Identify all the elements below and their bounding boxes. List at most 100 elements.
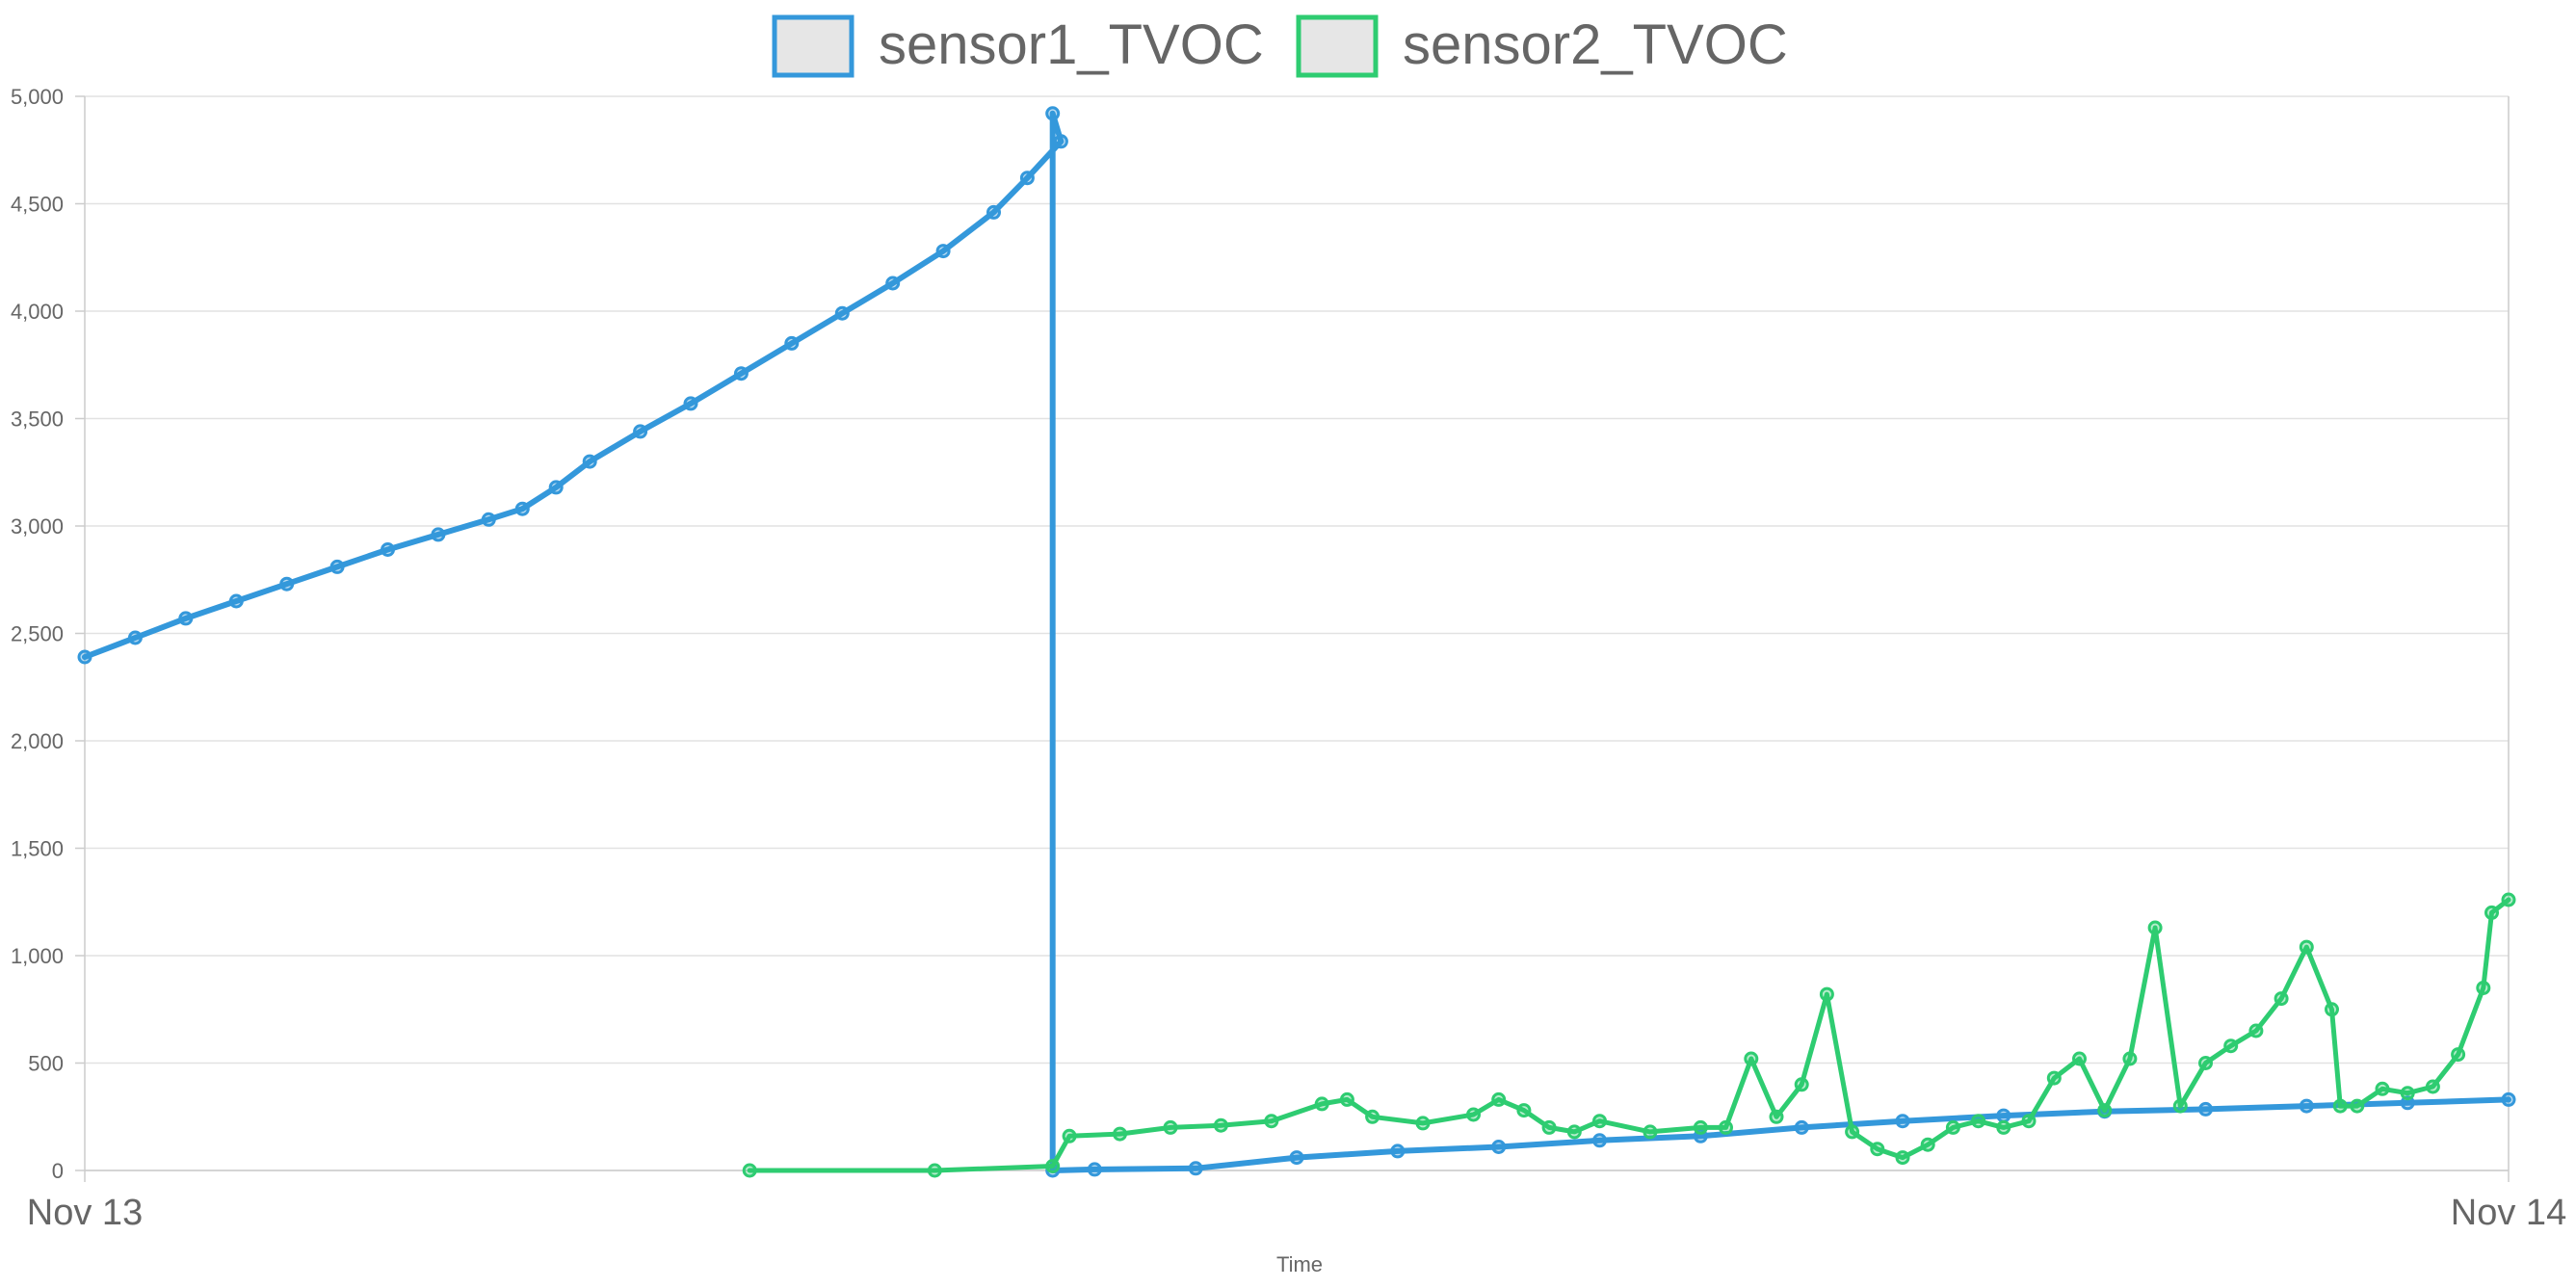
data-point — [381, 542, 395, 557]
data-point — [1541, 1119, 1557, 1135]
y-tick-label: 500 — [28, 1052, 64, 1076]
data-point — [2122, 1051, 2138, 1066]
data-point — [228, 593, 244, 609]
data-point — [683, 396, 698, 411]
data-point — [2299, 1098, 2314, 1114]
data-point — [633, 424, 648, 439]
y-tick-label: 3,500 — [11, 407, 64, 432]
data-point — [1163, 1119, 1178, 1135]
data-point — [2299, 939, 2314, 955]
series-sensor1_TVOC — [77, 106, 2516, 1178]
data-point — [1744, 1051, 1759, 1066]
data-point — [1643, 1124, 1658, 1140]
data-point — [834, 305, 850, 321]
data-point — [1491, 1140, 1507, 1154]
data-point — [1053, 134, 1068, 149]
data-point — [742, 1163, 757, 1178]
series-sensor2_TVOC — [742, 892, 2516, 1178]
data-point — [1693, 1119, 1708, 1135]
data-point — [514, 501, 530, 516]
data-point — [1264, 1114, 1279, 1129]
data-point — [2400, 1086, 2415, 1101]
legend[interactable]: sensor1_TVOC sensor2_TVOC — [772, 13, 1788, 78]
data-point — [1019, 171, 1035, 186]
data-point — [1996, 1119, 2011, 1135]
y-tick-label: 2,000 — [11, 729, 64, 753]
data-point — [1592, 1114, 1607, 1129]
data-point — [2198, 1056, 2213, 1070]
data-point — [329, 559, 345, 574]
data-point — [2484, 905, 2499, 920]
data-point — [1491, 1091, 1507, 1107]
data-point — [2501, 1091, 2516, 1107]
data-point — [77, 649, 92, 665]
data-point — [1045, 1159, 1061, 1173]
data-point — [2147, 920, 2163, 935]
data-point — [1045, 106, 1061, 121]
data-point — [279, 576, 295, 591]
data-point — [1466, 1107, 1481, 1122]
x-axis-title: Time — [1276, 1252, 1323, 1276]
data-point — [1087, 1162, 1102, 1177]
data-point — [2350, 1098, 2365, 1114]
data-point — [1213, 1117, 1228, 1133]
data-point — [1339, 1091, 1354, 1107]
data-point — [1516, 1103, 1532, 1118]
data-point — [178, 611, 194, 626]
data-point — [1719, 1119, 1733, 1135]
data-point — [1113, 1126, 1127, 1142]
data-point — [1289, 1150, 1304, 1166]
legend-item-sensor1_TVOC[interactable]: sensor1_TVOC — [772, 13, 1264, 78]
series-line-sensor2_TVOC — [747, 897, 2511, 1173]
legend-label: sensor1_TVOC — [879, 13, 1264, 76]
data-point — [582, 454, 597, 469]
data-point — [1870, 1142, 1885, 1157]
data-point — [1365, 1109, 1380, 1124]
data-point — [2425, 1079, 2440, 1094]
y-tick-label: 0 — [52, 1159, 64, 1183]
data-point — [784, 335, 800, 351]
data-point — [927, 1163, 942, 1178]
data-point — [1566, 1124, 1582, 1140]
data-point — [1895, 1114, 1910, 1129]
data-point — [1592, 1133, 1607, 1148]
data-point — [1314, 1096, 1329, 1112]
data-point — [2097, 1103, 2113, 1118]
gridlines — [85, 95, 2509, 1171]
legend-item-sensor2_TVOC[interactable]: sensor2_TVOC — [1296, 13, 1788, 78]
data-point — [1895, 1150, 1910, 1166]
data-point — [1819, 986, 1834, 1002]
series-layer — [77, 106, 2516, 1178]
data-point — [885, 276, 901, 291]
data-point — [1794, 1119, 1809, 1135]
data-point — [1415, 1116, 1431, 1131]
data-point — [2501, 892, 2516, 907]
y-tick-label: 1,500 — [11, 837, 64, 861]
x-tick-label: Nov 14 — [2451, 1193, 2566, 1233]
legend-swatch — [1296, 14, 1379, 78]
data-point — [2046, 1070, 2062, 1086]
data-point — [2325, 1002, 2339, 1017]
data-point — [1062, 1128, 1077, 1143]
series-line-sensor1_TVOC — [82, 110, 2511, 1173]
data-point — [2400, 1095, 2415, 1111]
data-point — [935, 244, 951, 259]
data-point — [1920, 1137, 1935, 1152]
data-point — [986, 204, 1001, 220]
legend-swatch — [772, 14, 854, 78]
data-point — [2223, 1038, 2239, 1054]
y-axis-ticks: 0 500 1,000 1,500 2,000 2,500 3,000 3,500 4,000 4… — [11, 85, 85, 1183]
y-tick-label: 4,000 — [11, 300, 64, 324]
data-point — [431, 527, 446, 542]
data-point — [1971, 1114, 1986, 1129]
y-tick-label: 3,000 — [11, 514, 64, 539]
data-point — [1945, 1119, 1960, 1135]
data-point — [1794, 1077, 1809, 1092]
data-point — [1996, 1108, 2011, 1123]
data-point — [733, 366, 749, 381]
data-point — [1845, 1124, 1860, 1140]
data-point — [2172, 1098, 2188, 1114]
data-point — [1390, 1143, 1406, 1159]
